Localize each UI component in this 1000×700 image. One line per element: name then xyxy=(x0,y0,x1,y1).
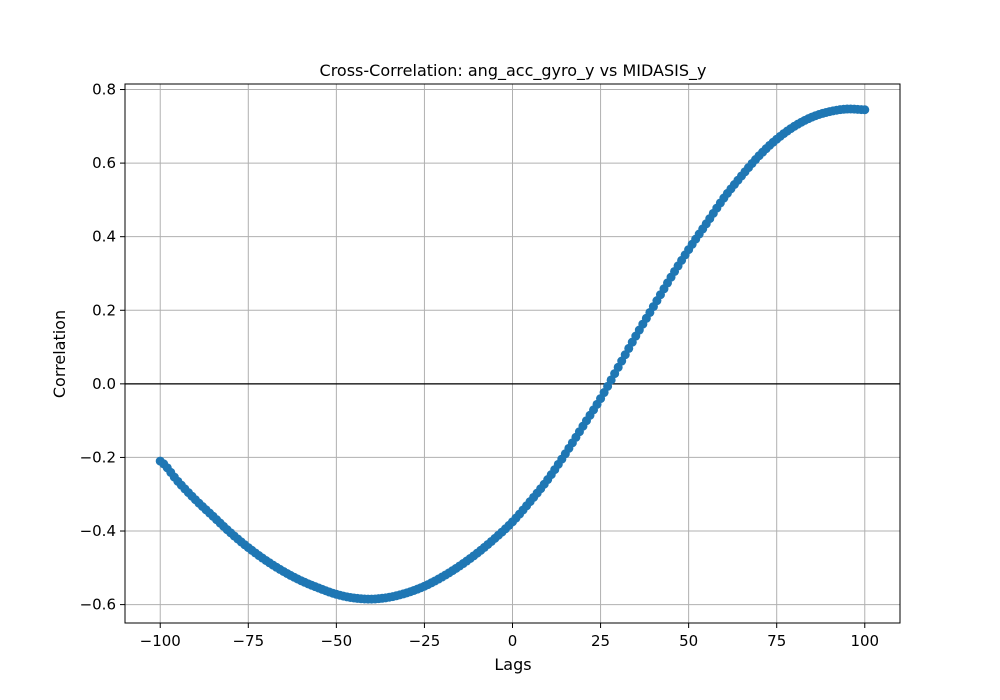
y-axis-label: Correlation xyxy=(50,310,69,398)
x-tick-label: −50 xyxy=(321,632,353,650)
x-tick-label: −25 xyxy=(409,632,441,650)
x-axis-label: Lags xyxy=(494,655,531,674)
y-tick-label: 0.6 xyxy=(92,154,116,172)
y-tick-label: 0.2 xyxy=(92,301,116,319)
plot-frame xyxy=(124,83,901,624)
y-tick-label: −0.2 xyxy=(80,448,116,466)
chart-title: Cross-Correlation: ang_acc_gyro_y vs MID… xyxy=(320,61,707,81)
data-point xyxy=(860,105,870,115)
y-tick-label: 0.0 xyxy=(92,375,116,393)
x-tick-label: 0 xyxy=(508,632,518,650)
x-tick-label: 25 xyxy=(591,632,610,650)
y-tick-label: 0.4 xyxy=(92,228,116,246)
x-tick-label: −100 xyxy=(140,632,181,650)
ticks-layer: −100 −75 −50 −25 0 25 50 75 100 −0.6 −0.4 −0.2 0.0 0.… xyxy=(80,81,880,650)
y-tick-label: −0.6 xyxy=(80,596,116,614)
x-tick-label: 50 xyxy=(679,632,698,650)
x-tick-label: −75 xyxy=(232,632,264,650)
y-tick-label: 0.8 xyxy=(92,81,116,99)
x-tick-label: 100 xyxy=(850,632,879,650)
x-tick-label: 75 xyxy=(767,632,786,650)
y-tick-label: −0.4 xyxy=(80,522,116,540)
data-points-layer xyxy=(155,104,870,604)
